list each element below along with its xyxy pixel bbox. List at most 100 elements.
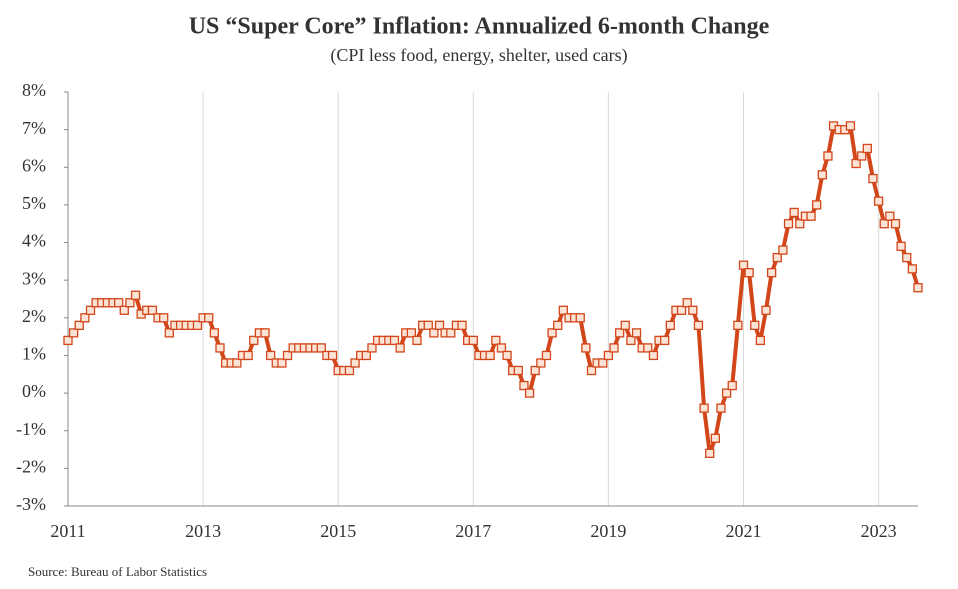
- data-point: [907, 264, 918, 274]
- data-point: [727, 380, 737, 391]
- data-point: [879, 219, 889, 229]
- y-tick-label: 0%: [22, 381, 46, 401]
- data-point: [496, 343, 507, 353]
- data-point: [553, 320, 563, 330]
- data-point: [806, 211, 816, 221]
- x-tick-label: 2023: [861, 521, 897, 541]
- data-point: [817, 170, 827, 180]
- data-point: [530, 365, 540, 376]
- data-point: [626, 335, 636, 346]
- data-point: [766, 268, 777, 278]
- data-point: [232, 358, 242, 368]
- data-point: [778, 245, 788, 255]
- data-point: [395, 343, 405, 353]
- y-tick-label: 4%: [22, 231, 46, 251]
- data-point: [327, 350, 338, 361]
- data-point: [699, 403, 709, 413]
- data-point: [249, 335, 259, 346]
- data-point: [812, 200, 822, 210]
- data-point: [491, 335, 501, 346]
- data-point: [710, 433, 721, 443]
- data-point: [74, 320, 84, 330]
- data-point: [721, 388, 732, 398]
- data-point: [643, 343, 653, 353]
- data-point: [761, 305, 771, 315]
- data-point: [845, 121, 856, 131]
- data-point: [260, 328, 270, 338]
- data-point: [705, 448, 715, 458]
- source-note: Source: Bureau of Labor Statistics: [28, 564, 207, 579]
- data-point: [603, 350, 614, 361]
- x-tick-label: 2017: [455, 521, 491, 541]
- y-tick-label: 7%: [22, 118, 46, 138]
- data-point: [344, 365, 355, 376]
- data-point: [434, 320, 445, 330]
- data-point: [744, 268, 754, 278]
- data-point: [164, 328, 174, 338]
- data-point: [209, 328, 220, 338]
- data-point: [159, 313, 169, 323]
- data-point: [716, 403, 726, 413]
- data-point: [660, 335, 670, 346]
- data-point: [361, 350, 371, 361]
- x-tick-label: 2011: [50, 521, 85, 541]
- data-point: [558, 305, 569, 315]
- data-point: [648, 350, 659, 361]
- data-point: [536, 358, 546, 368]
- x-tick-label: 2019: [590, 521, 626, 541]
- data-point: [823, 151, 833, 161]
- y-tick-label: -3%: [16, 494, 46, 514]
- data-point: [885, 211, 895, 221]
- data-point: [215, 343, 225, 353]
- data-point: [676, 305, 687, 315]
- data-point: [389, 335, 400, 346]
- data-point: [277, 358, 287, 368]
- y-tick-label: -2%: [16, 456, 46, 476]
- data-point: [282, 350, 293, 361]
- data-point: [615, 328, 625, 338]
- data-point: [412, 335, 422, 346]
- data-point: [873, 196, 884, 206]
- data-point: [125, 298, 135, 308]
- data-point: [598, 358, 608, 368]
- data-point: [457, 320, 467, 330]
- data-point: [429, 328, 439, 338]
- data-point: [851, 158, 861, 169]
- data-point: [868, 173, 878, 184]
- data-point: [524, 388, 535, 398]
- data-point: [783, 219, 794, 229]
- data-point: [446, 328, 456, 338]
- data-point: [485, 350, 495, 361]
- data-point: [204, 313, 214, 323]
- data-point: [620, 320, 630, 330]
- y-tick-label: 5%: [22, 193, 46, 213]
- data-point: [609, 343, 619, 353]
- data-point: [423, 320, 433, 330]
- y-tick-label: 6%: [22, 155, 46, 175]
- data-point: [63, 335, 73, 346]
- data-point: [130, 290, 141, 300]
- data-point: [789, 207, 799, 218]
- data-point: [316, 343, 326, 353]
- data-point: [755, 335, 766, 346]
- data-point: [265, 350, 276, 361]
- data-point: [502, 350, 512, 361]
- data-point: [693, 320, 704, 330]
- data-point: [243, 350, 253, 361]
- y-tick-label: 2%: [22, 306, 46, 326]
- data-point: [913, 283, 923, 293]
- data-point: [147, 305, 158, 315]
- data-point: [581, 343, 591, 353]
- data-point: [541, 350, 552, 361]
- chart-title: US “Super Core” Inflation: Annualized 6-…: [189, 14, 770, 40]
- data-point: [119, 305, 129, 315]
- data-point: [350, 358, 360, 368]
- data-point: [665, 320, 675, 330]
- data-point: [80, 313, 90, 323]
- x-tick-label: 2013: [185, 521, 221, 541]
- data-line: [66, 123, 920, 456]
- data-point: [406, 328, 417, 338]
- y-tick-label: 8%: [22, 80, 46, 100]
- data-point: [68, 328, 79, 338]
- data-point: [688, 305, 698, 315]
